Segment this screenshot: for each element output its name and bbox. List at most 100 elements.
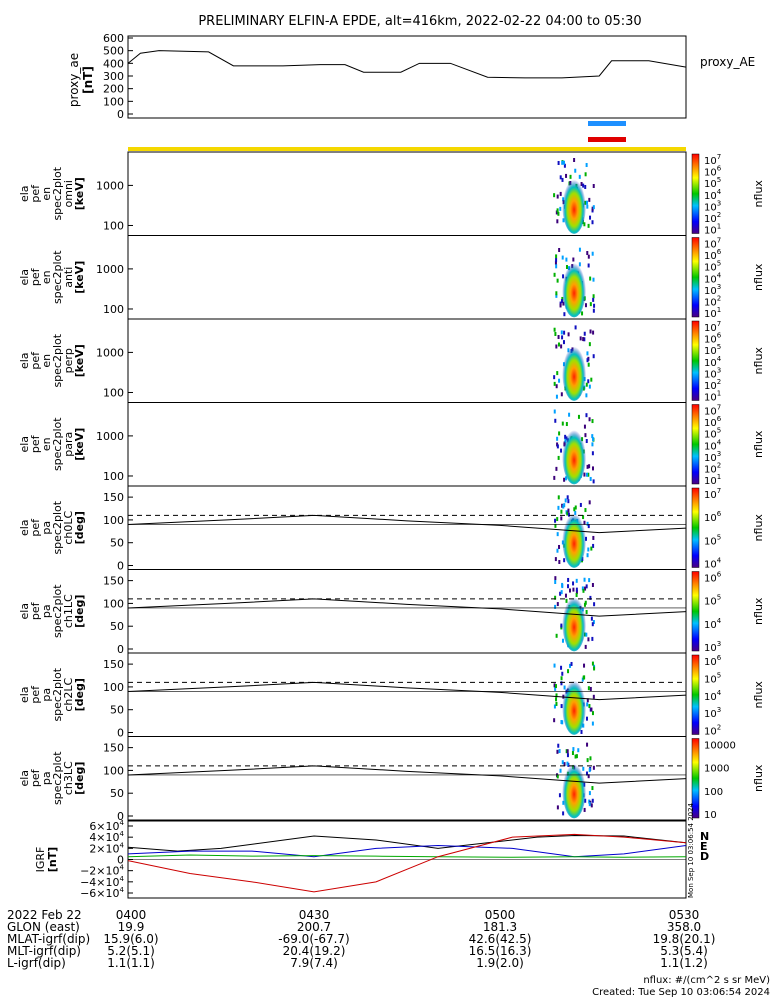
- panel-ylabel: pef: [29, 601, 42, 620]
- panel-ylabel: [deg]: [73, 762, 86, 795]
- colorbar-label: nflux: [752, 347, 765, 375]
- panel-ylabel: pef: [29, 768, 42, 787]
- flux-burst: [562, 424, 587, 485]
- colorbar-tick: 106: [704, 654, 722, 668]
- colorbar-label: nflux: [752, 430, 765, 458]
- x-row-value: 0400: [116, 908, 147, 922]
- flux-burst: [562, 173, 587, 234]
- x-row-value: 0430: [299, 908, 330, 922]
- x-row-label: MLT-igrf(dip): [7, 944, 81, 958]
- panel-ylabel: pa: [40, 604, 53, 618]
- panel-ylabel: pef: [29, 434, 42, 453]
- pa-ytick: 0: [117, 810, 124, 823]
- panel-ylabel: en: [40, 354, 53, 368]
- energy-ytick: 1000: [96, 346, 124, 359]
- igrf-side-note: Mon Sep 10 03:06:54 2024: [687, 802, 695, 898]
- proxy-ae-line: [127, 50, 687, 79]
- x-row-value: 20.4(19.2): [283, 944, 346, 958]
- x-row-value: 19.8(20.1): [653, 932, 716, 946]
- x-row-label: GLON (east): [7, 920, 80, 934]
- igrf-ytick: −6×104: [80, 886, 124, 900]
- panel-ylabel: ch2LC: [62, 678, 75, 712]
- panel-ylabel: spec2plot: [51, 333, 64, 387]
- panel-ylabel: ela: [18, 686, 31, 703]
- panel-ylabel: ela: [18, 603, 31, 620]
- proxy-ae-ylabel-1: proxy_ae: [67, 53, 81, 107]
- colorbar: [691, 738, 700, 819]
- x-row-value: -69.0(-67.7): [278, 932, 349, 946]
- proxy-ae-ytick: 200: [103, 83, 124, 96]
- energy-spectrogram-panel: 1000100elapefenspec2plotanti[keV]1071061…: [18, 235, 765, 320]
- x-row-value: 5.3(5.4): [660, 944, 708, 958]
- colorbar: [691, 237, 700, 318]
- panel-ylabel: spec2plot: [51, 667, 64, 721]
- panel-ylabel: pef: [29, 518, 42, 537]
- igrf-legend-E: E: [700, 840, 708, 853]
- colorbar-label: nflux: [752, 597, 765, 625]
- igrf-line-N: [127, 834, 687, 852]
- x-row-value: 7.9(7.4): [290, 956, 338, 970]
- colorbar-tick: 103: [704, 706, 721, 720]
- igrf-line-D: [127, 854, 687, 858]
- energy-ytick: 1000: [96, 179, 124, 192]
- panel-ylabel: ch0LC: [62, 511, 75, 545]
- anti-loss-cone-line: [127, 681, 687, 701]
- igrf-line-E: [127, 845, 687, 858]
- panel-ylabel: ela: [18, 269, 31, 286]
- energy-ytick: 100: [103, 303, 124, 316]
- x-row-value: 16.5(16.3): [469, 944, 532, 958]
- colorbar-tick: 103: [704, 640, 721, 654]
- pa-ytick: 100: [103, 681, 124, 694]
- fgm-coverage-bar: [128, 147, 686, 151]
- panel-ylabel: pef: [29, 351, 42, 370]
- colorbar-tick: 107: [704, 487, 721, 501]
- colorbar-tick: 104: [704, 689, 722, 703]
- colorbar: [691, 404, 700, 485]
- flux-burst: [562, 758, 587, 819]
- x-row-value: 1.1(1.2): [660, 956, 708, 970]
- panel-ylabel: [keV]: [73, 177, 86, 210]
- x-row-value: 19.9: [118, 920, 145, 934]
- panel-ylabel: en: [40, 437, 53, 451]
- science-zone-bar-blue: [588, 121, 626, 126]
- proxy-ae-ytick: 600: [103, 32, 124, 45]
- colorbar-tick: 105: [704, 533, 721, 547]
- pa-ytick: 0: [117, 560, 124, 573]
- pa-ytick: 100: [103, 597, 124, 610]
- energy-spectrogram-panel: 1000100elapefenspec2plotpara[keV]1071061…: [18, 402, 765, 487]
- igrf-ytick: 6×104: [89, 819, 124, 833]
- panel-ylabel: pef: [29, 184, 42, 203]
- proxy-ae-ytick: 500: [103, 45, 124, 58]
- panel-ylabel: anti: [62, 267, 75, 288]
- anti-loss-cone-line: [127, 514, 687, 534]
- colorbar-tick: 100: [704, 787, 723, 798]
- panel-ylabel: spec2plot: [51, 751, 64, 805]
- igrf-legend-D: D: [700, 850, 709, 863]
- igrf-ytick: 2×104: [89, 841, 124, 855]
- pa-ytick: 0: [117, 727, 124, 740]
- pa-ytick: 50: [110, 787, 124, 800]
- panel-ylabel: spec2plot: [51, 584, 64, 638]
- x-row-value: 358.0: [667, 920, 701, 934]
- panel-ylabel: omni: [62, 180, 75, 207]
- plot-title: PRELIMINARY ELFIN-A EPDE, alt=416km, 202…: [198, 14, 641, 29]
- x-row-value: 1.1(1.1): [107, 956, 155, 970]
- panel-ylabel: spec2plot: [51, 417, 64, 471]
- pa-ytick: 150: [103, 491, 124, 504]
- x-row-value: 5.2(5.1): [107, 944, 155, 958]
- energy-ytick: 100: [103, 470, 124, 483]
- colorbar: [691, 153, 700, 234]
- panel-ylabel: [keV]: [73, 428, 86, 461]
- colorbar-tick: 10: [704, 810, 717, 821]
- colorbar-tick: 101: [704, 473, 721, 487]
- energy-spectrogram-panel: 1000100elapefenspec2plotperp[keV]1071061…: [18, 318, 765, 404]
- proxy-ae-ytick: 0: [117, 108, 124, 121]
- igrf-ylabel-unit: [nT]: [46, 847, 59, 872]
- pa-ytick: 50: [110, 537, 124, 550]
- colorbar-label: nflux: [752, 681, 765, 709]
